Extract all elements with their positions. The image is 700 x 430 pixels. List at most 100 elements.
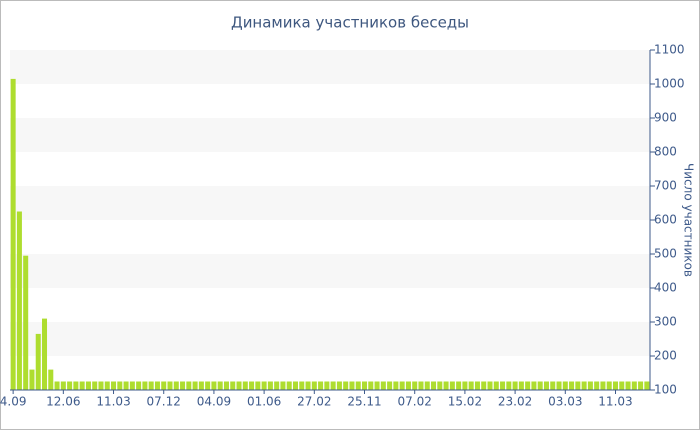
bar [318, 381, 324, 390]
bar [324, 381, 330, 390]
bar [412, 381, 418, 390]
bar [136, 381, 142, 390]
grid-band [10, 322, 650, 356]
bar [349, 381, 355, 390]
x-tick-label: 07.02 [398, 395, 432, 409]
y-axis-label: Число участников [682, 163, 696, 277]
bar [355, 381, 361, 390]
bar [594, 381, 600, 390]
bar [481, 381, 487, 390]
bar [556, 381, 562, 390]
x-tick-label: 03.03 [548, 395, 582, 409]
bar [474, 381, 480, 390]
y-tick-label: 300 [654, 315, 677, 329]
bar [142, 381, 148, 390]
bar [299, 381, 305, 390]
x-tick-label: 27.02 [297, 395, 331, 409]
bar [280, 381, 286, 390]
y-tick-label: 500 [654, 247, 677, 261]
bar [111, 381, 117, 390]
bar [205, 381, 211, 390]
bar [192, 381, 198, 390]
bar [186, 381, 192, 390]
bar [587, 381, 593, 390]
bar [543, 381, 549, 390]
grid-band [10, 254, 650, 288]
bar [48, 369, 54, 390]
y-tick-label: 600 [654, 213, 677, 227]
y-tick-label: 400 [654, 281, 677, 295]
bar [148, 381, 154, 390]
x-tick-label: 12.06 [46, 395, 80, 409]
bar [418, 381, 424, 390]
bar [336, 381, 342, 390]
bar [537, 381, 543, 390]
bar [42, 318, 48, 390]
bar [500, 381, 506, 390]
bar [255, 381, 261, 390]
bar [85, 381, 91, 390]
bar [562, 381, 568, 390]
bar [236, 381, 242, 390]
bar [161, 381, 167, 390]
grid-band [10, 118, 650, 152]
bar [424, 381, 430, 390]
bar [167, 381, 173, 390]
bar [211, 381, 217, 390]
bar [117, 381, 123, 390]
bar [600, 381, 606, 390]
bar [10, 78, 16, 391]
bar [305, 381, 311, 390]
bar [631, 381, 637, 390]
x-tick-label: 25.11 [347, 395, 381, 409]
bar [619, 381, 625, 390]
x-tick-label: 04.09 [197, 395, 231, 409]
bar [180, 381, 186, 390]
bar [129, 381, 135, 390]
bar [16, 211, 22, 390]
bar [449, 381, 455, 390]
bar [393, 381, 399, 390]
bar [493, 381, 499, 390]
bar [311, 381, 317, 390]
x-tick-label: 23.02 [498, 395, 532, 409]
bar [443, 381, 449, 390]
bar [569, 381, 575, 390]
bar [512, 381, 518, 390]
bar [644, 381, 650, 390]
bar [380, 381, 386, 390]
bar [60, 381, 66, 390]
bar [292, 381, 298, 390]
bar [387, 381, 393, 390]
bar [374, 381, 380, 390]
bar [104, 381, 110, 390]
bar [531, 381, 537, 390]
bar [468, 381, 474, 390]
bar [98, 381, 104, 390]
bar [456, 381, 462, 390]
y-tick-label: 1100 [654, 43, 685, 57]
chart-title: Динамика участников беседы [231, 14, 469, 32]
x-tick-label: 11.03 [598, 395, 632, 409]
bar [506, 381, 512, 390]
bar [612, 381, 618, 390]
bar [154, 381, 160, 390]
grid-band [10, 186, 650, 220]
bar [35, 333, 41, 390]
y-tick-label: 800 [654, 145, 677, 159]
x-tick-label: 4.09 [0, 395, 26, 409]
bar [286, 381, 292, 390]
bar [242, 381, 248, 390]
bar [330, 381, 336, 390]
x-tick-label: 11.03 [96, 395, 130, 409]
bar [575, 381, 581, 390]
bar [230, 381, 236, 390]
bar [274, 381, 280, 390]
bar [343, 381, 349, 390]
bar [638, 381, 644, 390]
x-tick-label: 15.02 [448, 395, 482, 409]
bar [23, 255, 29, 390]
bar [261, 381, 267, 390]
y-tick-label: 1000 [654, 77, 685, 91]
